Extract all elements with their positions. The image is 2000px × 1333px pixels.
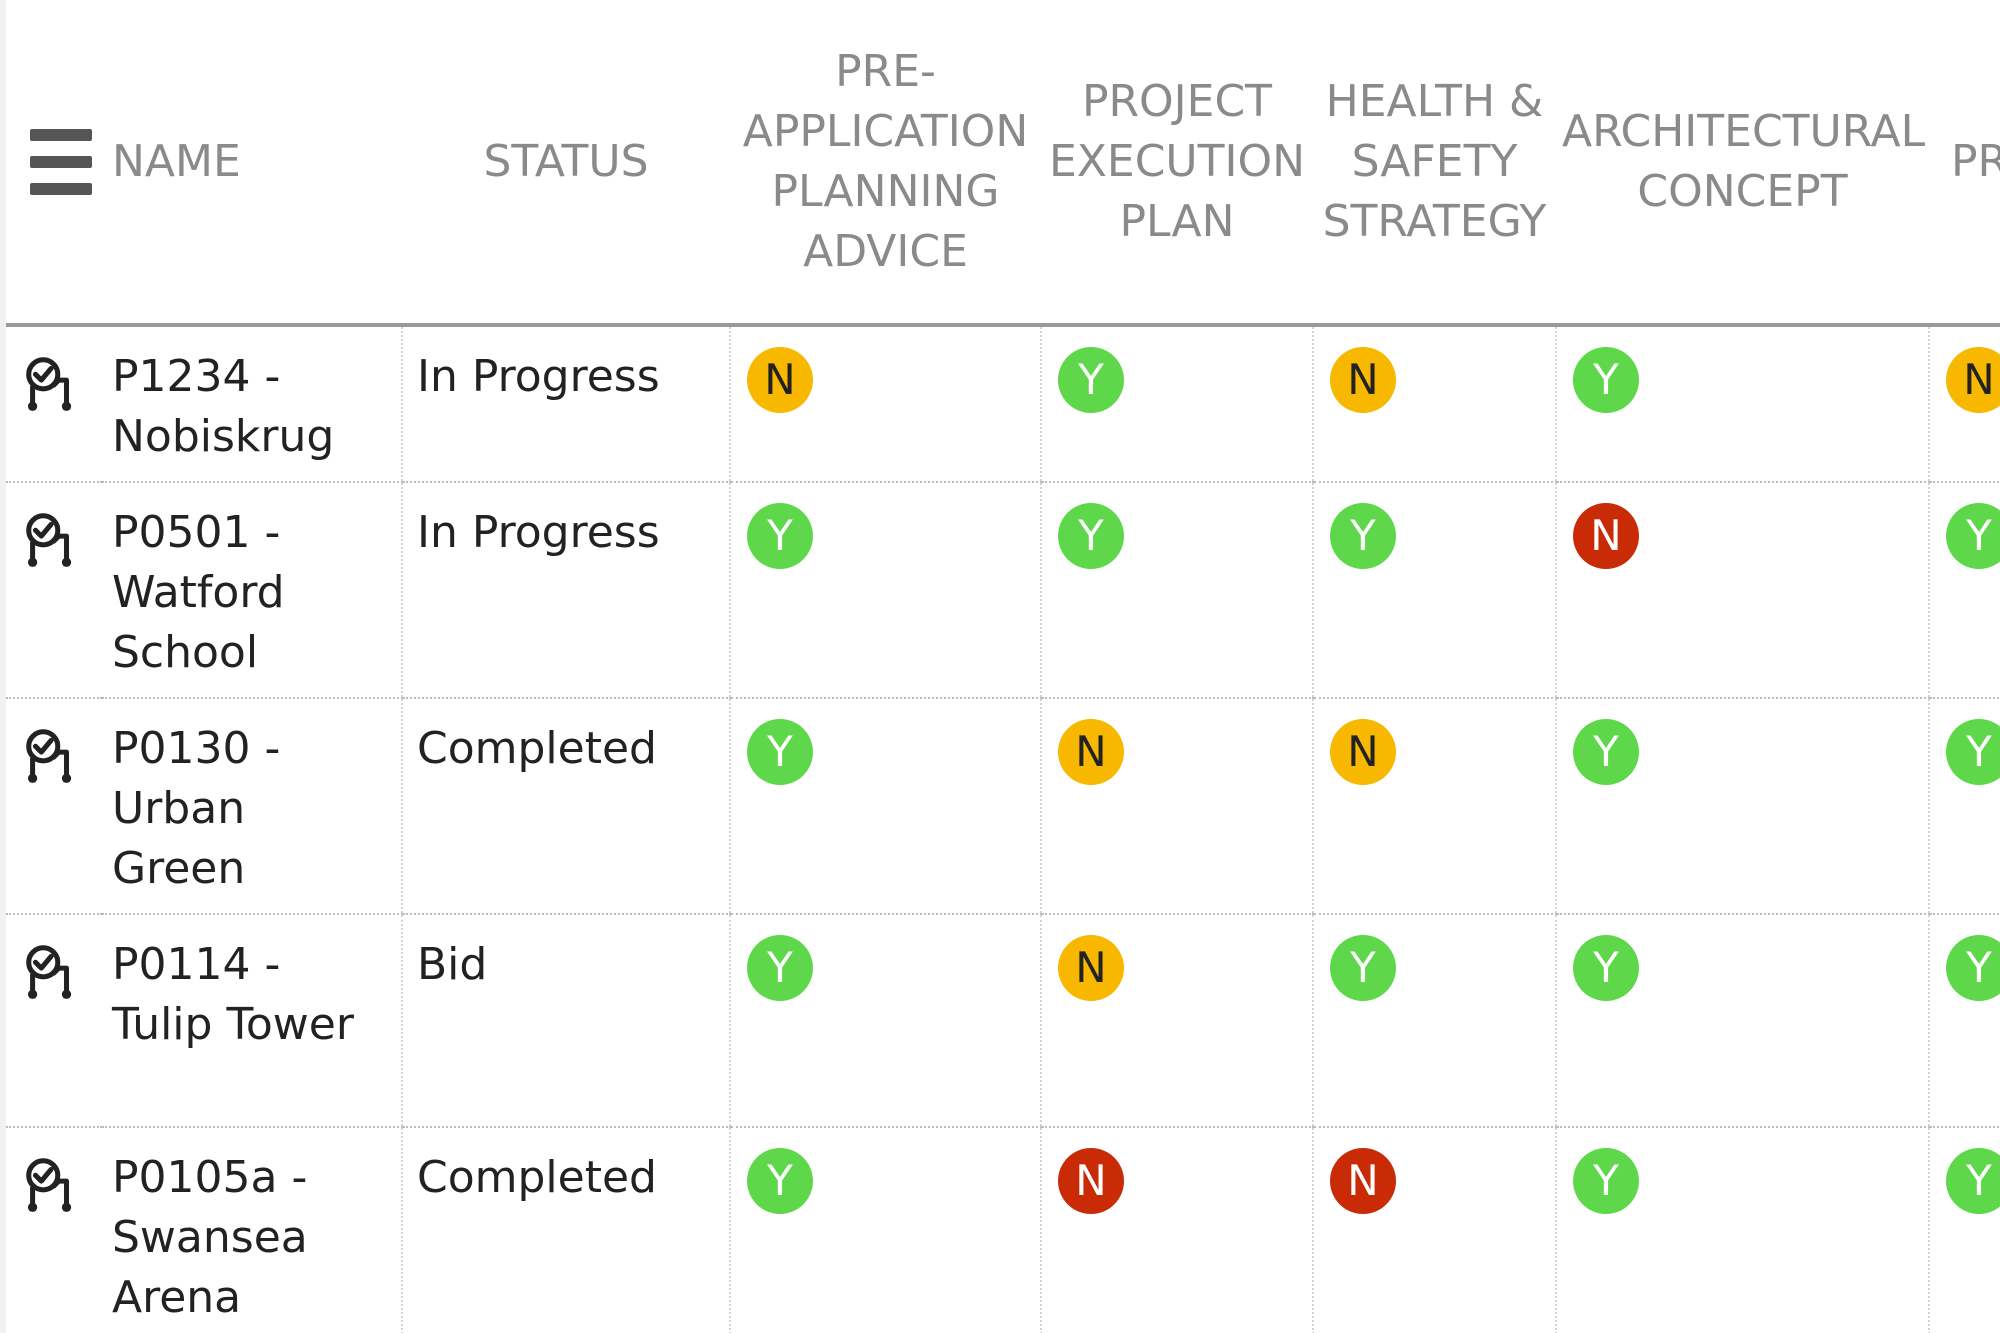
architectural-cell: Y xyxy=(1555,698,1929,915)
project-execution-badge: Y xyxy=(1058,503,1124,569)
pd-cell: Y xyxy=(1928,482,2000,699)
pre-application-badge: Y xyxy=(747,503,813,569)
project-status: Completed xyxy=(401,1127,730,1333)
column-header-status[interactable]: STATUS xyxy=(402,0,730,327)
pd-badge: N xyxy=(1946,347,2000,413)
column-header-project-execution[interactable]: PROJECT EXECUTION PLAN xyxy=(1041,0,1313,327)
column-menu-header[interactable] xyxy=(6,0,102,327)
column-header-pre-application[interactable]: PRE-APPLICATION PLANNING ADVICE xyxy=(730,0,1041,327)
project-status: Completed xyxy=(401,698,730,915)
project-workflow-icon[interactable] xyxy=(20,509,82,571)
header-row: NAME STATUS PRE-APPLICATION PLANNING ADV… xyxy=(6,0,2000,327)
pre-application-cell: Y xyxy=(729,482,1041,699)
architectural-cell: Y xyxy=(1555,914,1929,1128)
architectural-badge: Y xyxy=(1573,935,1639,1001)
project-execution-cell: N xyxy=(1040,1127,1313,1333)
health-safety-cell: Y xyxy=(1312,914,1556,1128)
project-execution-badge: N xyxy=(1058,719,1124,785)
row-icon-cell[interactable] xyxy=(6,698,102,915)
project-status: In Progress xyxy=(401,482,730,699)
project-workflow-icon[interactable] xyxy=(20,1154,82,1216)
pre-application-cell: Y xyxy=(729,698,1041,915)
pre-application-cell: N xyxy=(729,325,1041,483)
column-header-pd[interactable]: PR DE xyxy=(1929,0,2000,327)
pd-badge: Y xyxy=(1946,503,2000,569)
row-icon-cell[interactable] xyxy=(6,1127,102,1333)
architectural-badge: Y xyxy=(1573,347,1639,413)
project-execution-badge: Y xyxy=(1058,347,1124,413)
health-safety-cell: Y xyxy=(1312,482,1556,699)
pd-badge: Y xyxy=(1946,719,2000,785)
project-name[interactable]: P0114 - Tulip Tower xyxy=(102,914,402,1128)
project-name[interactable]: P0105a - Swansea Arena xyxy=(102,1127,402,1333)
column-header-name[interactable]: NAME xyxy=(102,0,402,327)
table-row[interactable]: P0114 - Tulip Tower Bid Y N Y Y Y xyxy=(6,914,2000,1128)
project-execution-cell: Y xyxy=(1040,482,1313,699)
pd-cell: Y xyxy=(1928,698,2000,915)
project-execution-cell: N xyxy=(1040,698,1313,915)
pre-application-badge: N xyxy=(747,347,813,413)
row-icon-cell[interactable] xyxy=(6,482,102,699)
pd-cell: N xyxy=(1928,325,2000,483)
architectural-badge: Y xyxy=(1573,1148,1639,1214)
project-execution-badge: N xyxy=(1058,1148,1124,1214)
column-header-architectural[interactable]: ARCHITECTURAL CONCEPT xyxy=(1556,0,1929,327)
architectural-badge: N xyxy=(1573,503,1639,569)
pd-cell: Y xyxy=(1928,1127,2000,1333)
health-safety-badge: N xyxy=(1330,719,1396,785)
architectural-cell: N xyxy=(1555,482,1929,699)
health-safety-cell: N xyxy=(1312,325,1556,483)
health-safety-badge: Y xyxy=(1330,503,1396,569)
table-row[interactable]: P0501 - Watford School In Progress Y Y Y… xyxy=(6,482,2000,699)
project-workflow-icon[interactable] xyxy=(20,353,82,415)
row-icon-cell[interactable] xyxy=(6,914,102,1128)
project-name[interactable]: P1234 - Nobiskrug xyxy=(102,325,402,483)
health-safety-cell: N xyxy=(1312,698,1556,915)
architectural-badge: Y xyxy=(1573,719,1639,785)
hamburger-menu-icon[interactable] xyxy=(30,128,92,195)
health-safety-badge: N xyxy=(1330,1148,1396,1214)
table-row[interactable]: P1234 - Nobiskrug In Progress N Y N Y N xyxy=(6,325,2000,483)
row-icon-cell[interactable] xyxy=(6,325,102,483)
project-status: In Progress xyxy=(401,325,730,483)
pre-application-badge: Y xyxy=(747,1148,813,1214)
pre-application-badge: Y xyxy=(747,719,813,785)
pd-badge: Y xyxy=(1946,1148,2000,1214)
pd-cell: Y xyxy=(1928,914,2000,1128)
health-safety-cell: N xyxy=(1312,1127,1556,1333)
project-workflow-icon[interactable] xyxy=(20,941,82,1003)
pre-application-cell: Y xyxy=(729,1127,1041,1333)
project-execution-cell: N xyxy=(1040,914,1313,1128)
architectural-cell: Y xyxy=(1555,325,1929,483)
pd-badge: Y xyxy=(1946,935,2000,1001)
project-workflow-icon[interactable] xyxy=(20,725,82,787)
table-row[interactable]: P0130 - Urban Green Completed Y N N Y Y xyxy=(6,698,2000,915)
left-edge-strip xyxy=(0,0,6,1333)
pre-application-cell: Y xyxy=(729,914,1041,1128)
architectural-cell: Y xyxy=(1555,1127,1929,1333)
health-safety-badge: N xyxy=(1330,347,1396,413)
project-status-table: NAME STATUS PRE-APPLICATION PLANNING ADV… xyxy=(6,0,2000,1333)
column-header-health-safety[interactable]: HEALTH & SAFETY STRATEGY xyxy=(1313,0,1556,327)
project-status: Bid xyxy=(401,914,730,1128)
project-name[interactable]: P0501 - Watford School xyxy=(102,482,402,699)
project-execution-badge: N xyxy=(1058,935,1124,1001)
health-safety-badge: Y xyxy=(1330,935,1396,1001)
project-execution-cell: Y xyxy=(1040,325,1313,483)
pre-application-badge: Y xyxy=(747,935,813,1001)
table-row[interactable]: P0105a - Swansea Arena Completed Y N N Y… xyxy=(6,1127,2000,1333)
project-name[interactable]: P0130 - Urban Green xyxy=(102,698,402,915)
